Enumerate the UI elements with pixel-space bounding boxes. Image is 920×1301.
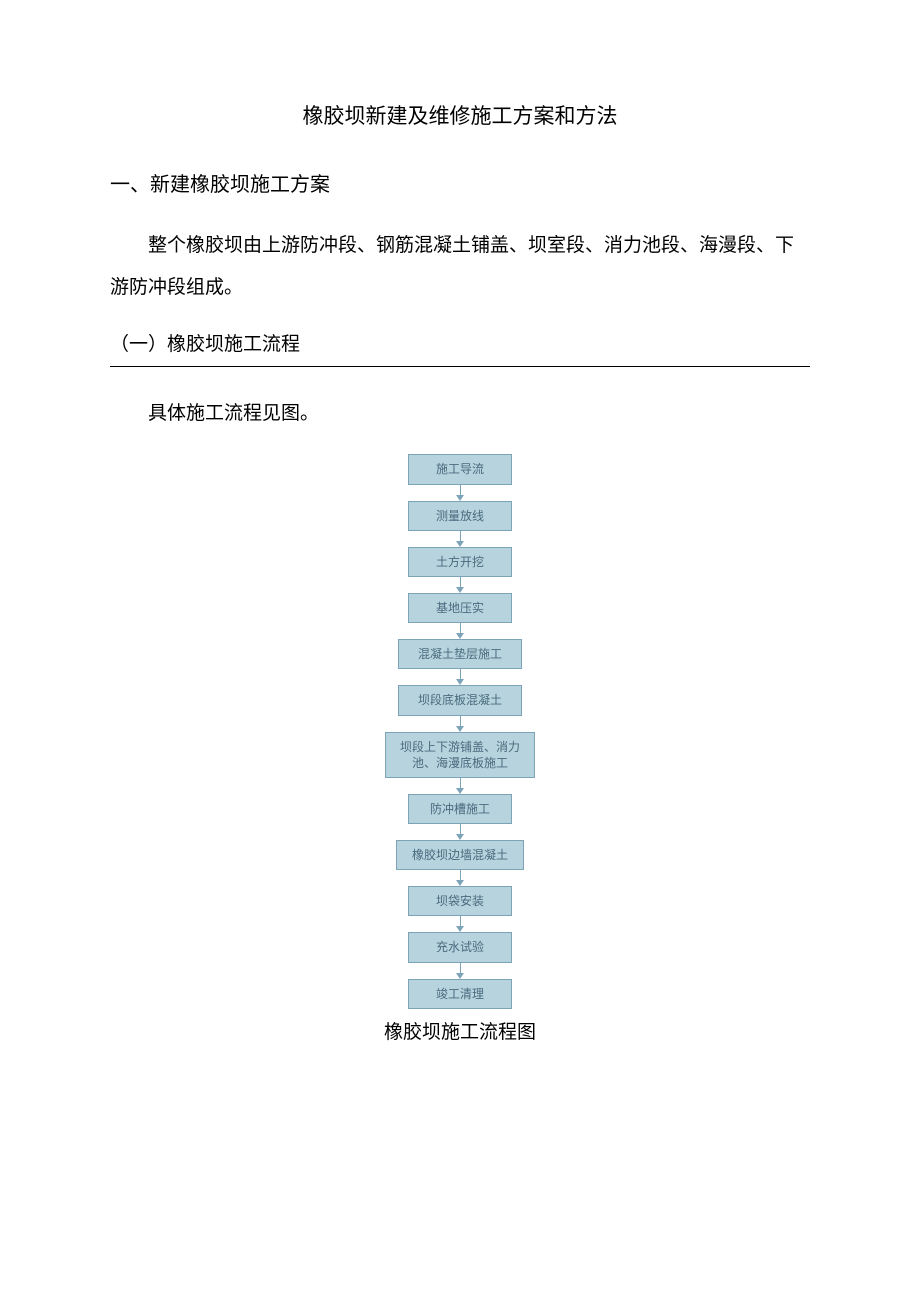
flow-arrow-down-icon — [456, 577, 464, 593]
flow-node: 土方开挖 — [408, 547, 512, 577]
flow-node: 防冲槽施工 — [408, 794, 512, 824]
flow-arrow-down-icon — [456, 716, 464, 732]
flow-node: 施工导流 — [408, 454, 512, 484]
flow-arrow-down-icon — [456, 623, 464, 639]
flow-arrow-down-icon — [456, 669, 464, 685]
flow-arrow-down-icon — [456, 531, 464, 547]
heading-level-2: （一）橡胶坝施工流程 — [110, 329, 810, 367]
flow-node: 坝段底板混凝土 — [398, 685, 522, 715]
flow-node: 坝袋安装 — [408, 886, 512, 916]
flowchart: 施工导流测量放线土方开挖基地压实混凝土垫层施工坝段底板混凝土坝段上下游铺盖、消力… — [110, 454, 810, 1008]
flow-node: 橡胶坝边墙混凝土 — [396, 840, 524, 870]
flow-node: 基地压实 — [408, 593, 512, 623]
flow-arrow-down-icon — [456, 485, 464, 501]
paragraph-flow-ref: 具体施工流程见图。 — [110, 393, 810, 435]
flow-arrow-down-icon — [456, 870, 464, 886]
paragraph-intro: 整个橡胶坝由上游防冲段、钢筋混凝土铺盖、坝室段、消力池段、海漫段、下游防冲段组成… — [110, 225, 810, 309]
flow-node: 测量放线 — [408, 501, 512, 531]
flow-node: 混凝土垫层施工 — [398, 639, 522, 669]
flow-arrow-down-icon — [456, 916, 464, 932]
document-title: 橡胶坝新建及维修施工方案和方法 — [110, 100, 810, 130]
flow-node: 坝段上下游铺盖、消力池、海漫底板施工 — [385, 732, 535, 778]
flow-arrow-down-icon — [456, 963, 464, 979]
heading-level-1: 一、新建橡胶坝施工方案 — [110, 168, 810, 197]
flow-arrow-down-icon — [456, 824, 464, 840]
flow-node: 竣工清理 — [408, 979, 512, 1009]
flowchart-caption: 橡胶坝施工流程图 — [110, 1017, 810, 1044]
flow-arrow-down-icon — [456, 778, 464, 794]
flow-node: 充水试验 — [408, 932, 512, 962]
